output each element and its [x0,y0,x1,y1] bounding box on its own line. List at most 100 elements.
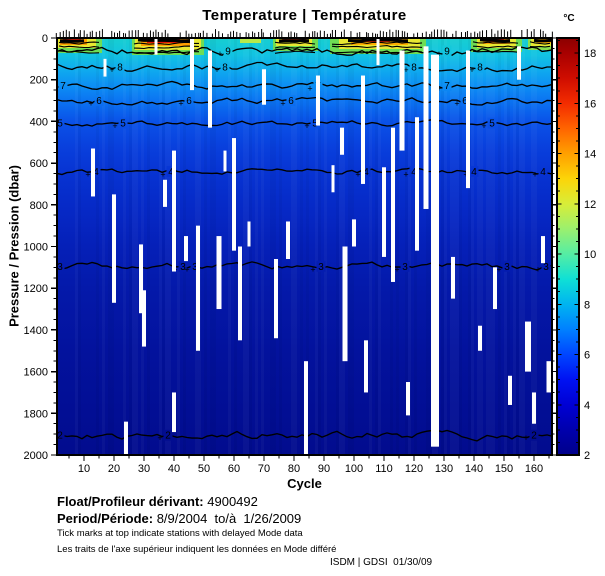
svg-text:60: 60 [228,463,240,475]
svg-text:100: 100 [345,463,363,475]
svg-text:7: 7 [444,81,450,92]
svg-text:800: 800 [30,200,48,212]
svg-text:6: 6 [186,96,192,107]
svg-text:8: 8 [584,299,590,311]
note-delayed-mode-en: Tick marks at top indicate stations with… [57,528,303,539]
svg-text:6: 6 [96,96,102,107]
svg-text:+: + [403,65,408,75]
svg-text:+: + [214,65,219,75]
credit-stamp: ISDM | GDSI 01/30/09 [330,557,433,568]
svg-text:8: 8 [117,63,123,74]
svg-text:+: + [310,264,315,274]
colorbar-unit-label: °C [563,13,575,24]
svg-text:+: + [157,433,162,443]
svg-text:2: 2 [165,431,171,442]
svg-text:4: 4 [168,167,174,178]
svg-text:3: 3 [504,262,510,273]
svg-text:+: + [178,99,183,109]
svg-text:3: 3 [180,262,186,273]
svg-text:+: + [535,264,540,274]
svg-text:20: 20 [108,463,120,475]
svg-text:+: + [49,121,54,131]
svg-text:2: 2 [531,431,537,442]
svg-text:+: + [355,169,360,179]
svg-text:5: 5 [312,119,318,130]
svg-text:5: 5 [120,119,126,130]
svg-text:4: 4 [540,167,546,178]
svg-text:110: 110 [375,463,393,475]
svg-text:14: 14 [584,149,596,161]
svg-text:150: 150 [495,463,513,475]
svg-text:8: 8 [411,63,417,74]
svg-text:+: + [85,169,90,179]
svg-text:+: + [49,264,54,274]
svg-text:1000: 1000 [24,242,48,254]
svg-text:2: 2 [57,431,63,442]
svg-text:+: + [184,264,189,274]
svg-text:+: + [436,49,441,59]
svg-text:+: + [49,433,54,443]
svg-text:400: 400 [30,116,48,128]
svg-text:4: 4 [471,167,477,178]
float-id-value: 4900492 [203,494,258,509]
svg-text:3: 3 [318,262,324,273]
svg-text:1400: 1400 [24,325,48,337]
svg-text:4: 4 [584,400,590,412]
svg-text:6: 6 [288,96,294,107]
svg-text:+: + [532,169,537,179]
svg-text:4: 4 [93,167,99,178]
svg-text:9: 9 [225,46,231,57]
svg-text:80: 80 [288,463,300,475]
note-delayed-mode-fr: Les traits de l'axe supérieur indiquent … [57,544,337,555]
svg-text:6: 6 [584,350,590,362]
svg-text:5: 5 [489,119,495,130]
svg-text:1200: 1200 [24,283,48,295]
svg-text:130: 130 [435,463,453,475]
svg-text:2: 2 [584,450,590,462]
y-axis-title: Pressure / Pression (dbar) [6,165,22,327]
svg-text:3: 3 [192,262,198,273]
svg-text:10: 10 [78,463,90,475]
svg-text:1600: 1600 [24,367,48,379]
svg-text:7: 7 [60,81,66,92]
svg-text:6: 6 [462,96,468,107]
svg-text:4: 4 [363,167,369,178]
svg-text:30: 30 [138,463,150,475]
svg-text:+: + [307,84,312,94]
svg-text:5: 5 [57,119,63,130]
svg-text:+: + [304,121,309,131]
svg-text:+: + [481,121,486,131]
svg-text:+: + [454,99,459,109]
svg-text:+: + [109,65,114,75]
x-axis-title: Cycle [287,476,322,491]
svg-text:8: 8 [477,63,483,74]
chart-title: Temperature | Température [202,7,407,24]
svg-text:3: 3 [57,262,63,273]
svg-text:+: + [280,99,285,109]
svg-text:+: + [469,65,474,75]
float-id-line: Float/Profileur dérivant: 4900492 [57,494,258,509]
svg-text:9: 9 [444,46,450,57]
svg-text:200: 200 [30,75,48,87]
svg-text:+: + [217,49,222,59]
svg-text:50: 50 [198,463,210,475]
svg-text:10: 10 [584,249,596,261]
period-line: Period/Période: 8/9/2004 to/à 1/26/2009 [57,511,301,526]
svg-text:160: 160 [525,463,543,475]
svg-text:+: + [160,169,165,179]
svg-text:3: 3 [543,262,549,273]
svg-text:2000: 2000 [24,450,48,462]
svg-text:0: 0 [42,33,48,45]
svg-text:+: + [523,433,528,443]
svg-text:+: + [394,264,399,274]
svg-text:+: + [403,169,408,179]
svg-text:4: 4 [411,167,417,178]
svg-text:90: 90 [318,463,330,475]
svg-text:120: 120 [405,463,423,475]
svg-text:140: 140 [465,463,483,475]
svg-text:70: 70 [258,463,270,475]
float-id-label: Float/Profileur dérivant: [57,494,204,509]
svg-text:3: 3 [402,262,408,273]
